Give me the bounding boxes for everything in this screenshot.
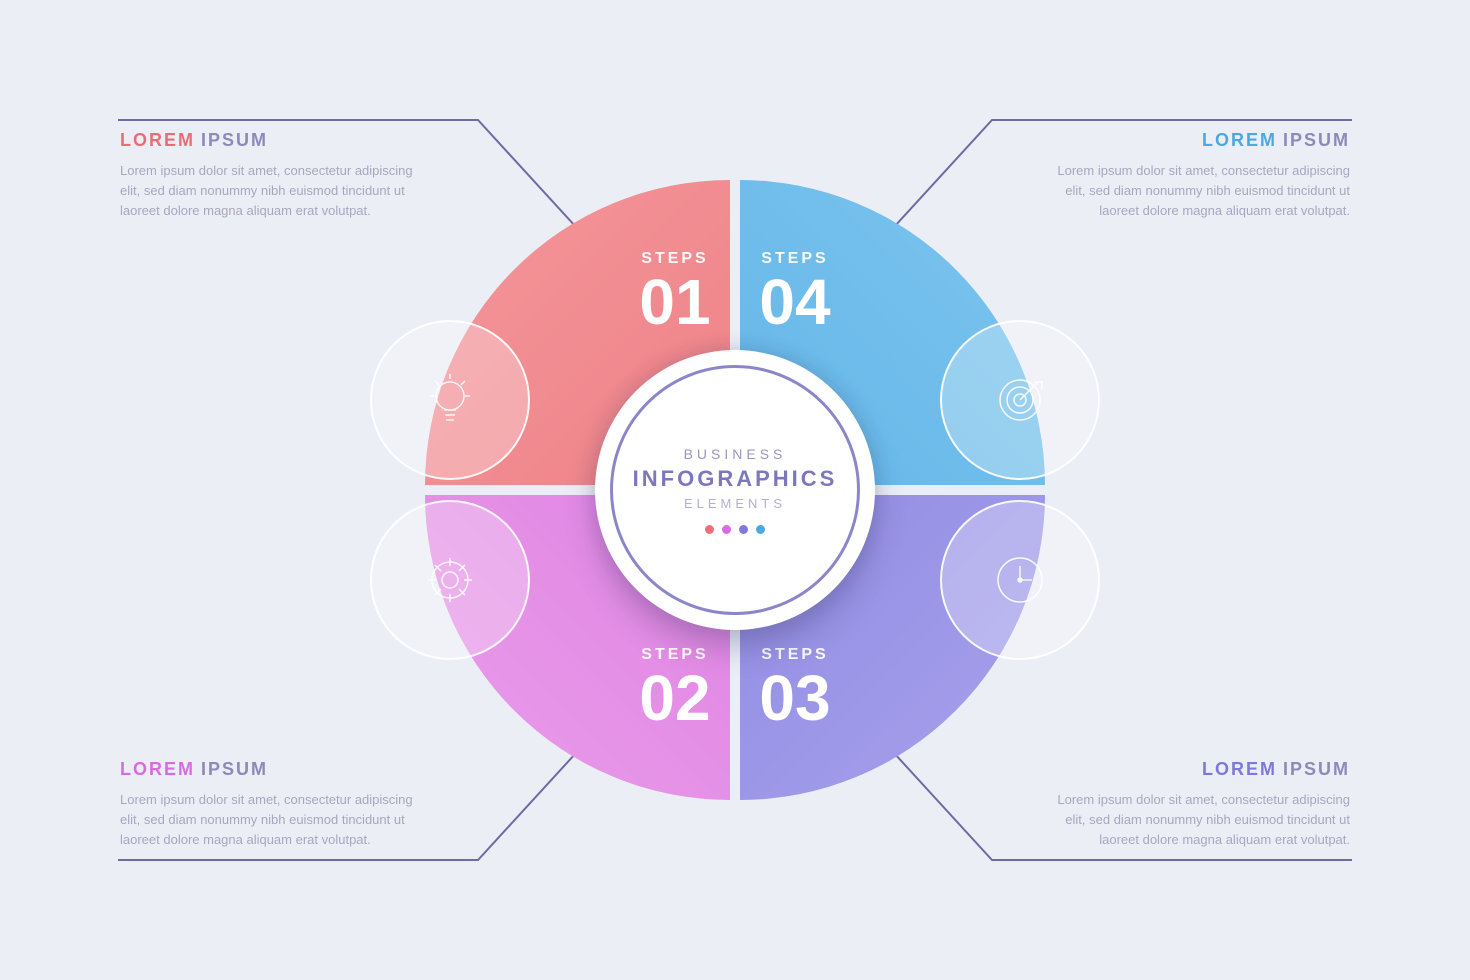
hub-line-1: BUSINESS	[684, 446, 787, 462]
callout-02: LOREMIPSUM Lorem ipsum dolor sit amet, c…	[120, 759, 420, 850]
hub-line-2: INFOGRAPHICS	[633, 466, 838, 492]
callout-03: LOREMIPSUM Lorem ipsum dolor sit amet, c…	[1050, 759, 1350, 850]
step-label-02: STEPS 02	[639, 646, 710, 730]
callout-04: LOREMIPSUM Lorem ipsum dolor sit amet, c…	[1050, 130, 1350, 221]
hub-dots	[705, 525, 765, 534]
step-label-03: STEPS 03	[759, 646, 830, 730]
hub: BUSINESS INFOGRAPHICS ELEMENTS	[610, 365, 860, 615]
step-label-01: STEPS 01	[639, 250, 710, 334]
infographic-stage: STEPS 01 STEPS 04 STEPS 02 STEPS 03	[0, 0, 1470, 980]
gear-icon	[370, 500, 530, 660]
hub-line-3: ELEMENTS	[684, 496, 786, 511]
clock-icon	[940, 500, 1100, 660]
circular-wheel: STEPS 01 STEPS 04 STEPS 02 STEPS 03	[425, 180, 1045, 800]
step-label-04: STEPS 04	[759, 250, 830, 334]
bulb-icon	[370, 320, 530, 480]
callout-01: LOREMIPSUM Lorem ipsum dolor sit amet, c…	[120, 130, 420, 221]
target-icon	[940, 320, 1100, 480]
